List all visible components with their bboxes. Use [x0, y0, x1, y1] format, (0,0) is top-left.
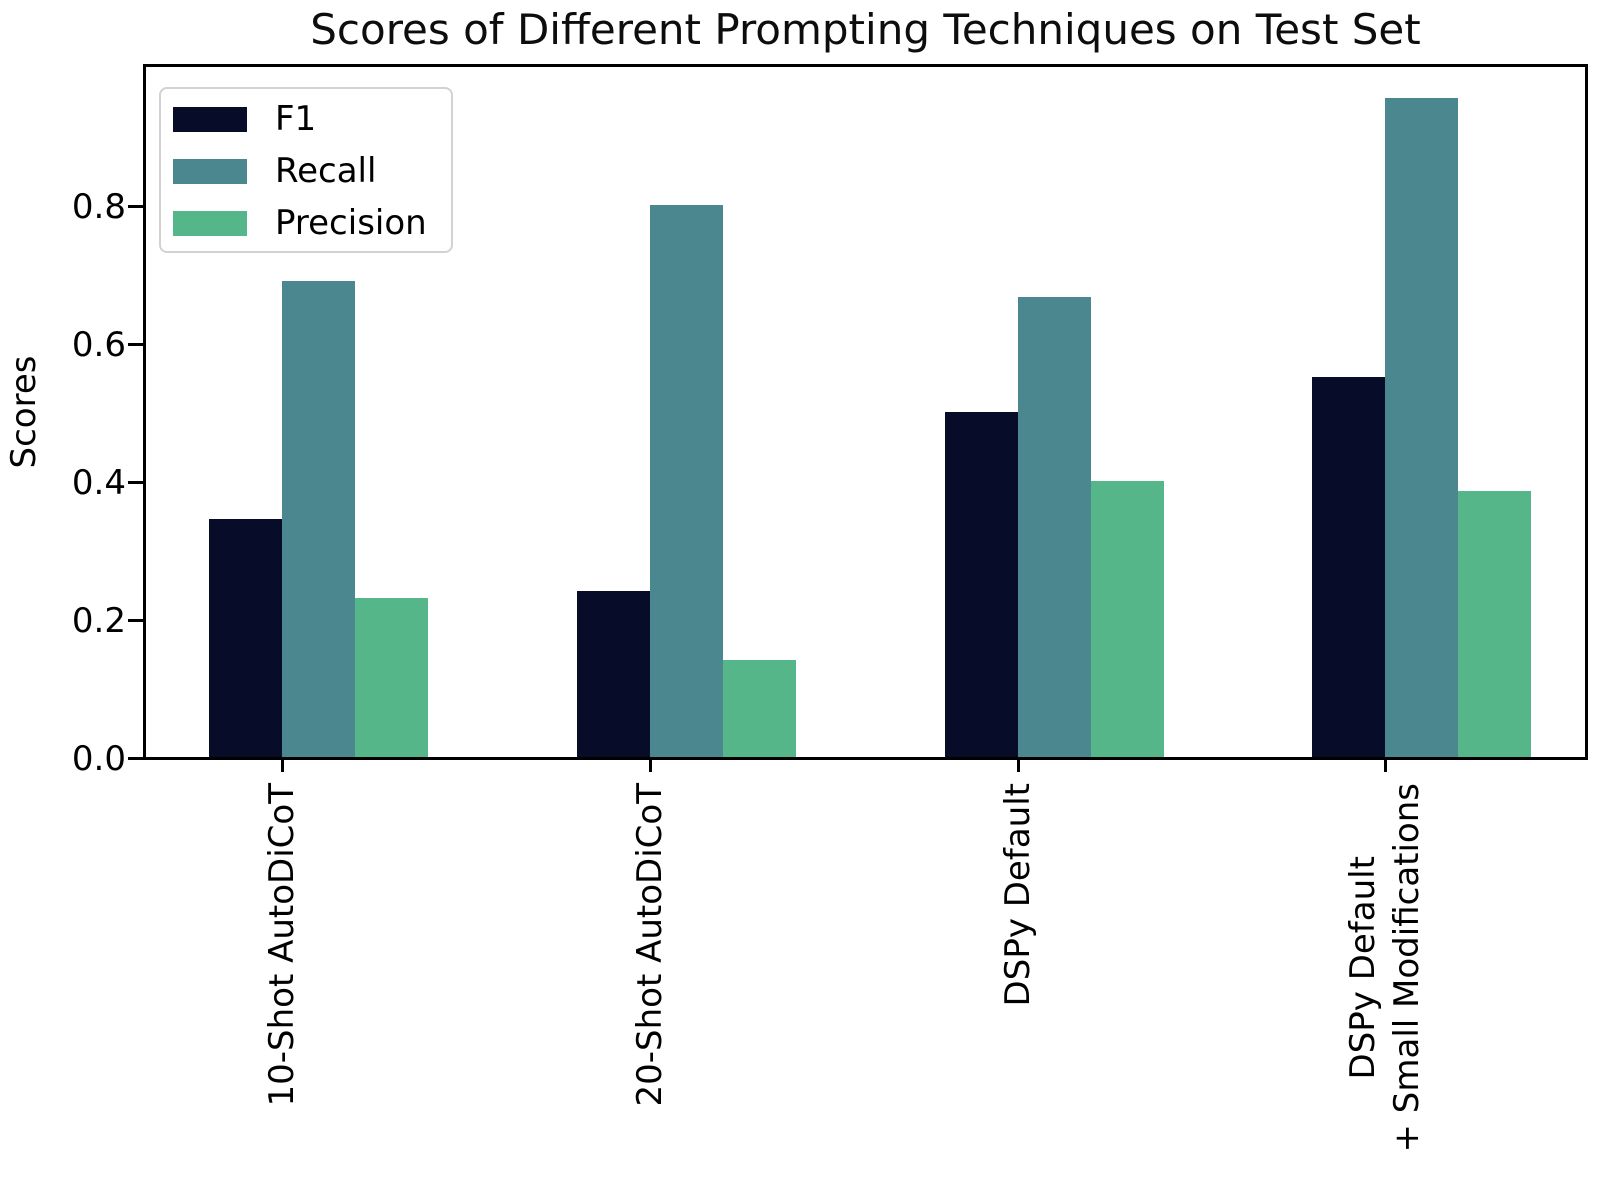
- legend-label-precision: Precision: [275, 203, 427, 243]
- plot-area: F1 Recall Precision: [143, 64, 1588, 760]
- bar-f1-dspy-default: [945, 412, 1018, 757]
- y-tick-0.6: [128, 343, 143, 346]
- bar-recall-10-shot-autodicot: [282, 281, 355, 757]
- bar-f1-dspy-default-small-modifications: [1312, 377, 1385, 757]
- y-tick-0.4: [128, 481, 143, 484]
- y-tick-label-0.0: 0.0: [71, 739, 126, 779]
- x-tick-20-shot-autodicot: [648, 760, 652, 772]
- legend-swatch-f1: [173, 106, 247, 132]
- y-tick-0.8: [128, 205, 143, 208]
- chart-title: Scores of Different Prompting Techniques…: [310, 5, 1421, 54]
- bar-f1-20-shot-autodicot: [577, 591, 650, 757]
- x-tick-dspy-default-small-modifications: [1383, 760, 1387, 772]
- bar-precision-dspy-default-small-modifications: [1458, 491, 1531, 757]
- x-tick-label-dspy-default-small-modifications: DSPy Default + Small Modifications: [1343, 783, 1427, 1153]
- x-tick-label-dspy-default: DSPy Default: [998, 783, 1038, 1007]
- legend-swatch-recall: [173, 158, 247, 184]
- legend-item-precision: Precision: [173, 197, 451, 249]
- x-tick-10-shot-autodicot: [280, 760, 284, 772]
- y-tick-0.0: [128, 757, 143, 760]
- bar-recall-dspy-default: [1018, 297, 1091, 757]
- x-tick-label-10-shot-autodicot: 10-Shot AutoDiCoT: [262, 783, 302, 1107]
- bar-f1-10-shot-autodicot: [209, 519, 282, 757]
- y-tick-0.2: [128, 619, 143, 622]
- bar-precision-20-shot-autodicot: [723, 660, 796, 757]
- legend-item-f1: F1: [173, 93, 451, 145]
- x-tick-dspy-default: [1016, 760, 1020, 772]
- legend-item-recall: Recall: [173, 145, 451, 197]
- y-tick-label-0.2: 0.2: [71, 601, 126, 641]
- legend-label-recall: Recall: [275, 151, 377, 191]
- y-axis-label: Scores: [4, 355, 44, 469]
- bar-precision-10-shot-autodicot: [355, 598, 428, 757]
- bars-layer: [146, 67, 1585, 757]
- y-tick-label-0.4: 0.4: [71, 463, 126, 503]
- y-tick-label-0.8: 0.8: [71, 187, 126, 227]
- legend: F1 Recall Precision: [159, 87, 453, 253]
- bar-precision-dspy-default: [1091, 481, 1164, 757]
- bar-recall-20-shot-autodicot: [650, 205, 723, 757]
- bar-recall-dspy-default-small-modifications: [1385, 98, 1458, 757]
- legend-swatch-precision: [173, 210, 247, 236]
- legend-label-f1: F1: [275, 99, 317, 139]
- y-tick-label-0.6: 0.6: [71, 325, 126, 365]
- x-tick-label-20-shot-autodicot: 20-Shot AutoDiCoT: [630, 783, 670, 1107]
